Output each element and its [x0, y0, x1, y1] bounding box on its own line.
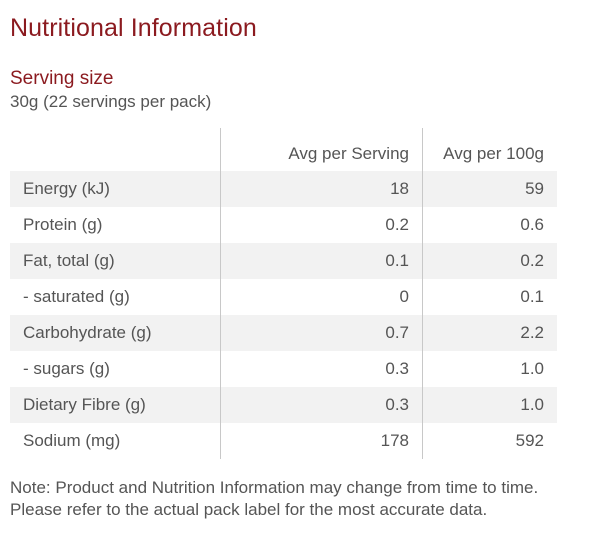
nutrient-name: Sodium (mg)	[23, 431, 121, 450]
value-per-100g: 59	[422, 171, 557, 207]
value-per-100g: 0.1	[422, 279, 557, 315]
serving-size-value: 30g (22 servings per pack)	[10, 92, 212, 111]
value-per-serving: 0.2	[220, 207, 423, 243]
nutrient-name: - saturated (g)	[23, 287, 130, 306]
value-per-100g: 0.6	[422, 207, 557, 243]
nutrient-name: Fat, total (g)	[10, 243, 221, 279]
header-avg-per-serving: Avg per Serving	[220, 128, 423, 171]
nutrient-name: Dietary Fibre (g)	[10, 387, 221, 423]
nutrition-table-container: Avg per Serving Avg per 100g Energy (kJ)…	[10, 128, 557, 459]
value-per-serving: 0.7	[220, 315, 423, 351]
table-row: Dietary Fibre (g) 0.3 1.0	[10, 387, 557, 423]
table-row: - sugars (g) 0.3 1.0	[10, 351, 557, 387]
value-per-100g: 0.2	[422, 243, 557, 279]
table-row: Carbohydrate (g) 0.7 2.2	[10, 315, 557, 351]
value-per-serving: 178	[220, 423, 423, 459]
nutrient-name: Carbohydrate (g)	[10, 315, 221, 351]
nutrient-name: Protein (g)	[23, 215, 103, 234]
table-header-row: Avg per Serving Avg per 100g	[10, 128, 557, 171]
value-per-100g: 1.0	[422, 351, 557, 387]
header-avg-per-100g: Avg per 100g	[422, 128, 557, 171]
table-row: - saturated (g) 0 0.1	[10, 279, 557, 315]
value-per-100g: 592	[422, 423, 557, 459]
value-per-serving: 0.3	[220, 351, 423, 387]
table-row: Sodium (mg) 178 592	[10, 423, 557, 459]
value-per-serving: 0	[220, 279, 423, 315]
nutrient-name: - sugars (g)	[23, 359, 110, 378]
table-row: Fat, total (g) 0.1 0.2	[10, 243, 557, 279]
serving-size-label: Serving size	[10, 68, 114, 89]
disclaimer-note: Note: Product and Nutrition Information …	[10, 478, 539, 519]
value-per-100g: 2.2	[422, 315, 557, 351]
nutrition-table: Avg per Serving Avg per 100g Energy (kJ)…	[10, 128, 557, 459]
value-per-100g: 1.0	[422, 387, 557, 423]
page-title: Nutritional Information	[10, 14, 257, 42]
value-per-serving: 0.3	[220, 387, 423, 423]
table-row: Protein (g) 0.2 0.6	[10, 207, 557, 243]
nutrient-name: Energy (kJ)	[10, 171, 221, 207]
table-row: Energy (kJ) 18 59	[10, 171, 557, 207]
value-per-serving: 0.1	[220, 243, 423, 279]
value-per-serving: 18	[220, 171, 423, 207]
header-nutrient	[10, 128, 221, 171]
